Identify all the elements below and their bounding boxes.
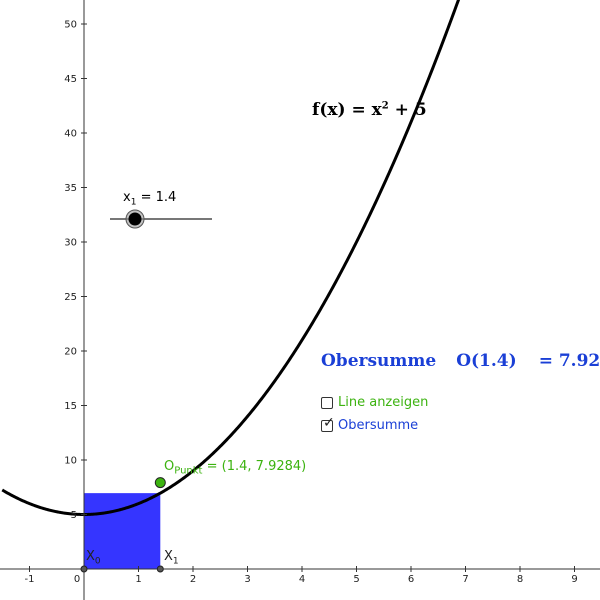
- function-label[interactable]: f(x) = x2 + 5: [312, 100, 427, 120]
- x-tick-label: 4: [299, 574, 305, 585]
- y-tick-label: 5: [71, 510, 77, 521]
- slider-label: x1 = 1.4: [123, 190, 177, 208]
- line-anzeigen-label[interactable]: Line anzeigen: [338, 395, 429, 410]
- y-tick-label: 15: [64, 401, 77, 412]
- x-tick-label: 0: [74, 574, 80, 585]
- function-curve[interactable]: [1, 0, 466, 516]
- point-x1[interactable]: [156, 565, 164, 573]
- obersumme-checkbox[interactable]: ✓: [321, 416, 335, 432]
- y-tick-label: 25: [64, 292, 77, 303]
- o-punkt-point[interactable]: [154, 477, 166, 489]
- slider-handle[interactable]: [128, 212, 142, 226]
- point-x0-label: X0: [86, 549, 101, 567]
- point-x0[interactable]: [80, 565, 88, 573]
- x-tick-label: 9: [571, 574, 577, 585]
- x-tick-label: -1: [25, 574, 35, 585]
- line-anzeigen-checkbox-row[interactable]: Line anzeigen: [321, 395, 428, 410]
- y-tick-label: 45: [64, 74, 77, 85]
- x-tick-label: 1: [135, 574, 141, 585]
- line-anzeigen-checkbox[interactable]: [321, 396, 333, 409]
- o-punkt-label: OPunkt = (1.4, 7.9284): [164, 459, 307, 477]
- y-tick-label: 10: [64, 456, 77, 467]
- y-tick-label: 20: [64, 347, 77, 358]
- x-tick-label: 2: [190, 574, 196, 585]
- x-tick-label: 8: [517, 574, 523, 585]
- obersumme-checkbox-label[interactable]: Obersumme: [338, 418, 419, 433]
- y-tick-label: 40: [64, 129, 77, 140]
- x-tick-label: 7: [462, 574, 468, 585]
- y-tick-label: 30: [64, 238, 77, 249]
- y-tick-label: 50: [64, 20, 77, 31]
- x-tick-label: 6: [408, 574, 414, 585]
- x-tick-label: 3: [244, 574, 250, 585]
- point-x1-label: X1: [164, 549, 179, 567]
- obersumme-checkbox-row[interactable]: ✓ Obersumme: [321, 416, 419, 433]
- check-mark-icon: ✓: [323, 414, 335, 431]
- x-tick-label: 5: [353, 574, 359, 585]
- y-tick-label: 35: [64, 183, 77, 194]
- obersumme-rectangle: [84, 493, 161, 569]
